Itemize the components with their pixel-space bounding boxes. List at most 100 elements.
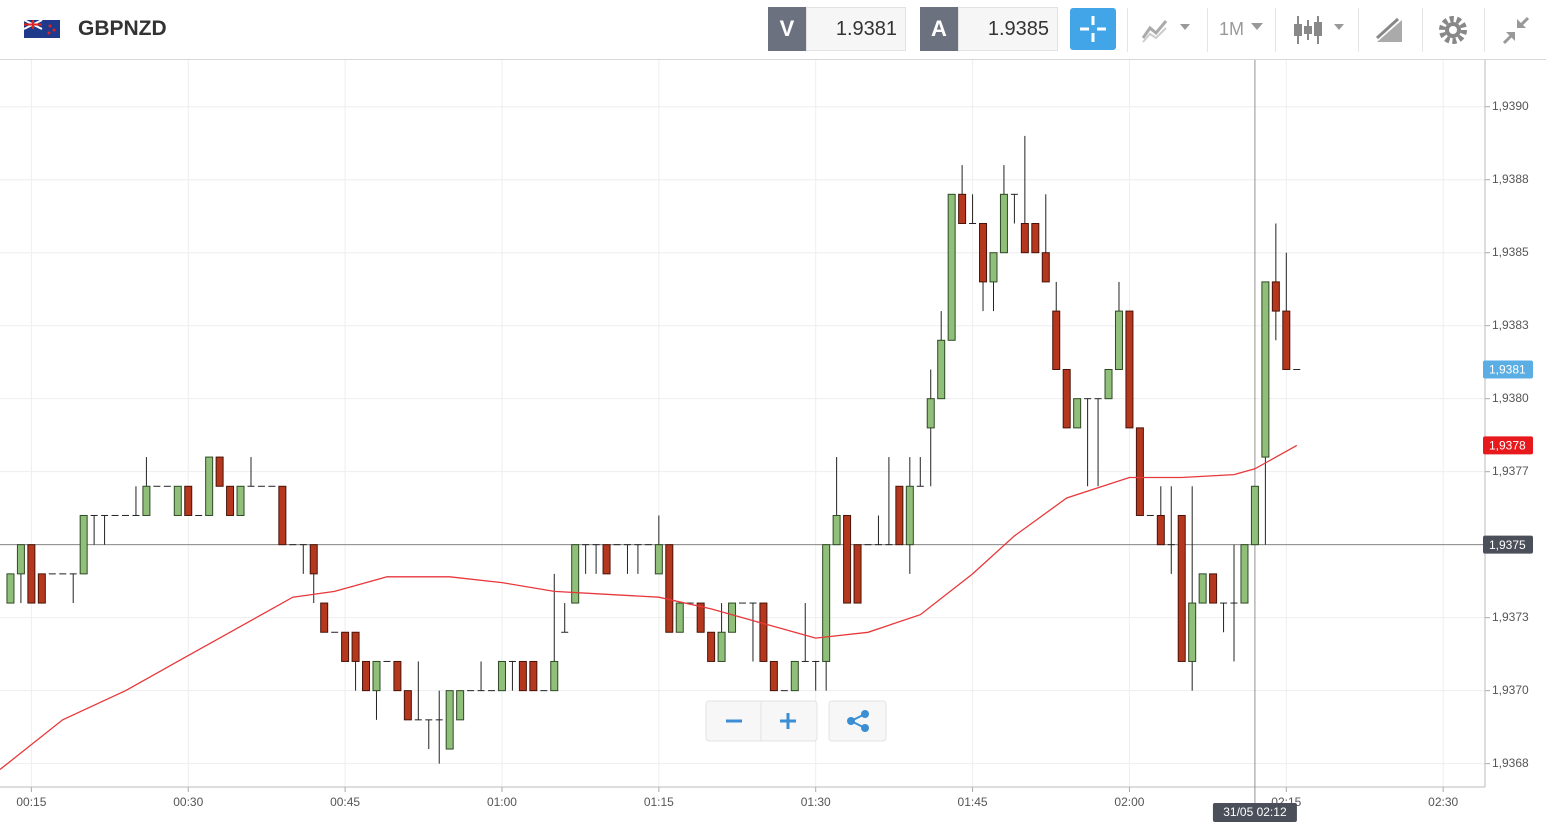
y-tick-label: 1,9380	[1492, 391, 1529, 405]
candle-body	[445, 690, 454, 750]
candle-body	[1271, 281, 1280, 312]
separator	[1127, 8, 1128, 52]
candle-body	[79, 514, 88, 575]
candle-body	[999, 193, 1008, 254]
candle-body	[926, 398, 935, 429]
moving-average	[0, 444, 1298, 771]
x-tick-label: 02:15	[1271, 795, 1301, 809]
candle-body	[6, 573, 15, 604]
chart-type-button[interactable]	[1140, 16, 1196, 44]
candle-body	[1156, 514, 1165, 546]
x-tick-label: 00:45	[330, 795, 360, 809]
candle-body	[1062, 368, 1071, 429]
candle-body	[675, 602, 684, 633]
y-tick-label: 1,9373	[1492, 610, 1529, 624]
candle-body	[1261, 281, 1270, 458]
candle-body	[1052, 310, 1061, 370]
buy-label[interactable]: A	[920, 7, 958, 51]
candle-body	[853, 544, 862, 604]
candle-body	[790, 660, 799, 692]
zoom-in[interactable]	[780, 713, 796, 729]
sell-label[interactable]: V	[768, 7, 806, 51]
candle-body	[717, 631, 726, 662]
candle-body	[665, 544, 674, 633]
symbol: GBPNZD	[78, 17, 167, 40]
share-button[interactable]	[847, 710, 869, 732]
candle-body	[728, 602, 737, 633]
candle-body	[1209, 573, 1218, 604]
flag	[24, 20, 60, 38]
candle-body	[1041, 252, 1050, 283]
candle-body	[1177, 514, 1186, 662]
candle-body	[769, 660, 778, 692]
candle-body	[320, 602, 329, 633]
crosshair-button[interactable]	[1070, 8, 1116, 50]
candle-body	[947, 193, 956, 341]
candle-body	[937, 339, 946, 400]
separator	[1358, 8, 1359, 52]
candle-body	[550, 660, 559, 692]
candle-body	[822, 544, 831, 662]
separator	[1422, 8, 1423, 52]
y-tick-label: 1,9388	[1492, 172, 1529, 186]
draw-button[interactable]	[1374, 16, 1406, 44]
candle-body	[184, 485, 193, 516]
candle-body	[1020, 223, 1029, 254]
x-tick-label: 00:15	[16, 795, 46, 809]
candle-body	[236, 485, 245, 516]
candle-body	[456, 690, 465, 721]
candle-body	[226, 485, 235, 516]
timeframe-caret[interactable]	[1250, 22, 1264, 32]
candle-body	[362, 660, 371, 692]
candle-body	[1188, 602, 1197, 662]
candle-body	[895, 485, 904, 546]
candle-body	[602, 544, 611, 575]
x-tick-label: 00:30	[173, 795, 203, 809]
x-tick-label: 01:00	[487, 795, 517, 809]
separator	[1275, 8, 1276, 52]
candle-body	[37, 573, 46, 604]
candle-body	[1240, 544, 1249, 604]
candle-body	[654, 544, 663, 575]
candle-body	[958, 193, 967, 225]
candle-body	[403, 690, 412, 721]
candle-body	[205, 456, 214, 516]
candle-body	[989, 252, 998, 283]
crosshair-price-label: 1,9375	[1489, 538, 1526, 552]
separator	[1484, 8, 1485, 52]
candle-body	[518, 660, 527, 692]
zoom-controls	[705, 700, 887, 742]
candle-body	[1114, 310, 1123, 370]
candle-body	[707, 631, 716, 662]
candle-body	[393, 660, 402, 692]
candle-body	[1250, 485, 1259, 546]
candle-body	[696, 602, 705, 633]
candle-body	[173, 485, 182, 516]
settings-button[interactable]	[1438, 15, 1468, 45]
crosshair-time-box	[1212, 803, 1297, 822]
y-tick-label: 1,9385	[1492, 245, 1529, 259]
y-tick-label: 1,9370	[1492, 683, 1529, 697]
candle-body	[341, 631, 350, 662]
candle-body	[27, 544, 36, 604]
x-tick-label: 02:00	[1114, 795, 1144, 809]
candle-body	[905, 485, 914, 546]
collapse-button[interactable]	[1500, 15, 1532, 45]
candle-body	[309, 544, 318, 575]
candle-body	[372, 660, 381, 692]
last-price-label-box	[1483, 360, 1533, 379]
candle-body	[529, 660, 538, 692]
crosshair-time-label: 31/05 02:12	[1223, 805, 1287, 819]
candle-body	[979, 223, 988, 283]
candle-body	[16, 544, 25, 575]
sell-price[interactable]: 1.9381	[806, 7, 906, 51]
timeframe[interactable]: 1M	[1219, 19, 1245, 39]
last-price-label: 1,9381	[1489, 363, 1526, 377]
candle-button[interactable]	[1292, 14, 1348, 46]
candle-body	[1125, 310, 1134, 429]
y-tick-label: 1,9368	[1492, 756, 1529, 770]
crosshair-price-label-box	[1483, 535, 1533, 554]
y-tick-label: 1,9375	[1492, 537, 1529, 551]
buy-price[interactable]: 1.9385	[958, 7, 1058, 51]
